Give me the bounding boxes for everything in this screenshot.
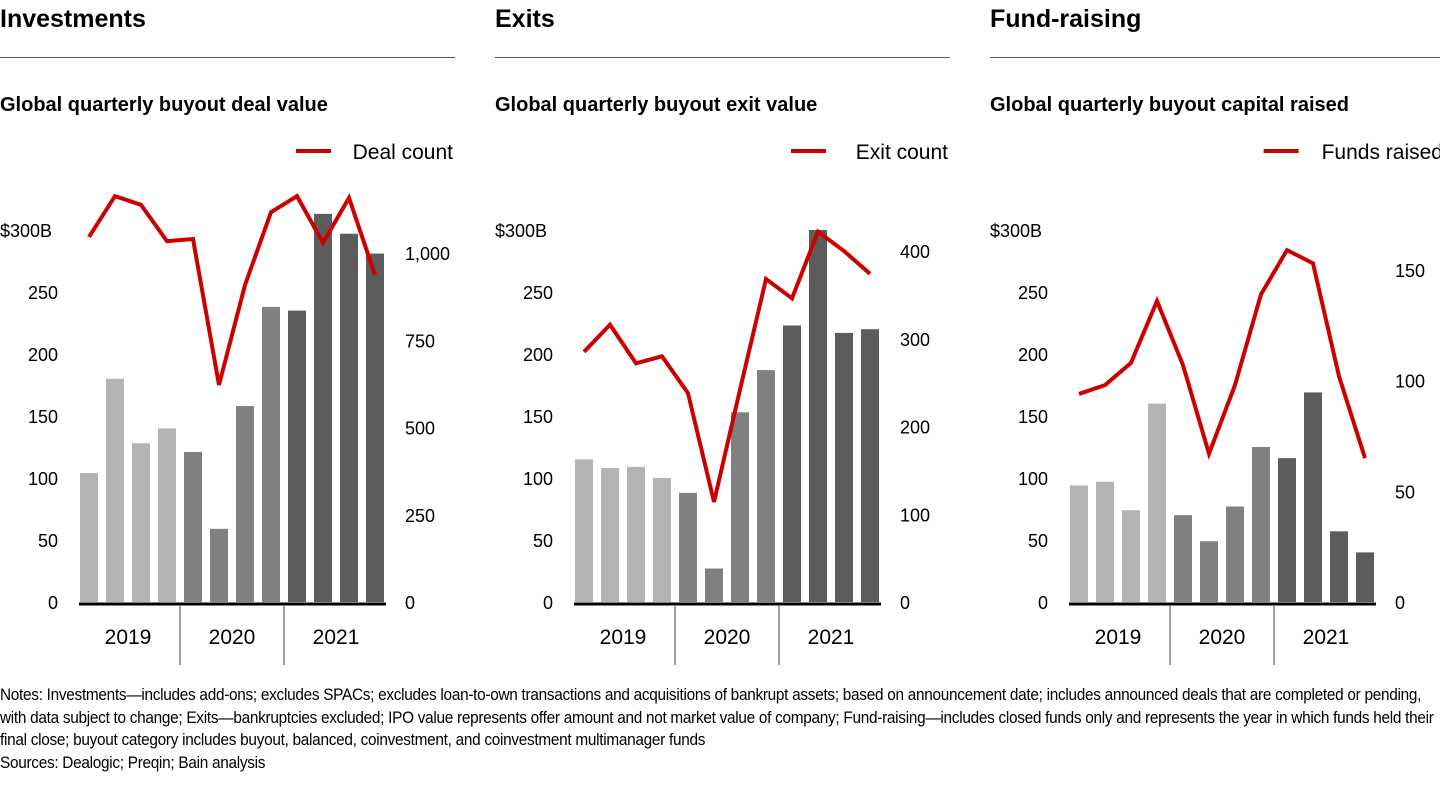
legend-label: Deal count (353, 141, 454, 164)
left-axis-tick: 250 (1018, 283, 1048, 303)
left-axis-tick: 100 (28, 469, 58, 489)
bar-2021-q4 (1356, 552, 1374, 602)
right-axis-tick: 50 (1395, 482, 1415, 502)
left-axis-tick: $300B (0, 221, 52, 241)
sources-text: Sources: Dealogic; Preqin; Bain analysis (0, 753, 266, 772)
left-axis-tick: 200 (523, 345, 553, 365)
right-axis-tick: 500 (405, 419, 435, 439)
left-axis-tick: 250 (523, 283, 553, 303)
right-axis-tick: 400 (900, 242, 930, 262)
bar-2019-q4 (1148, 403, 1166, 602)
left-axis-tick: 100 (1018, 469, 1048, 489)
bar-2021-q1 (783, 325, 801, 602)
right-axis-tick: 0 (900, 593, 910, 613)
right-axis-tick: 200 (900, 418, 930, 438)
section-title: Exits (495, 5, 555, 33)
left-axis-tick: $300B (990, 221, 1042, 241)
bar-2019-q3 (1122, 510, 1140, 602)
year-label: 2020 (1199, 626, 1246, 649)
bar-2021-q1 (1278, 458, 1296, 602)
year-label: 2019 (1095, 626, 1142, 649)
bar-2020-q3 (1226, 506, 1244, 602)
left-axis-tick: 100 (523, 469, 553, 489)
year-label: 2019 (600, 626, 647, 649)
year-label: 2021 (1303, 626, 1350, 649)
bar-2019-q2 (106, 378, 124, 602)
bar-2021-q3 (835, 332, 853, 602)
bar-2021-q2 (809, 230, 827, 602)
year-label: 2020 (704, 626, 751, 649)
right-axis-tick: 0 (1395, 593, 1405, 613)
left-axis-tick: 150 (28, 407, 58, 427)
year-label: 2021 (313, 626, 360, 649)
section-title: Investments (0, 5, 146, 33)
year-label: 2020 (209, 626, 256, 649)
bar-2020-q3 (236, 406, 254, 602)
bar-2020-q4 (262, 306, 280, 602)
bar-2021-q4 (861, 329, 879, 602)
bar-2020-q4 (1252, 447, 1270, 602)
line-series (1078, 247, 1367, 460)
left-axis-tick: 50 (38, 531, 58, 551)
footnotes: Notes: Investments—includes add-ons; exc… (0, 684, 1437, 774)
right-axis-tick: 1,000 (405, 244, 450, 264)
bar-2019-q4 (653, 478, 671, 602)
bar-2021-q1 (288, 310, 306, 602)
section-title: Fund-raising (990, 5, 1141, 33)
panel-exits: Exits Global quarterly buyout exit value E… (495, 5, 950, 665)
year-label: 2019 (105, 626, 152, 649)
bar-2020-q1 (1174, 515, 1192, 602)
bar-2021-q2 (314, 213, 332, 602)
right-axis-tick: 750 (405, 331, 435, 351)
bar-2020-q4 (757, 370, 775, 602)
bar-2019-q1 (80, 473, 98, 602)
left-axis-tick: 250 (28, 283, 58, 303)
bar-2019-q1 (1070, 485, 1088, 602)
panel-fund-raising: Fund-raising Global quarterly buyout capi… (990, 5, 1440, 665)
left-axis-tick: 200 (1018, 345, 1048, 365)
bar-2020-q3 (731, 412, 749, 602)
bar-2019-q3 (627, 466, 645, 602)
chart-title: Global quarterly buyout exit value (495, 94, 817, 116)
left-axis-tick: 0 (543, 593, 553, 613)
left-axis-tick: 50 (533, 531, 553, 551)
bar-2020-q1 (184, 451, 202, 602)
left-axis-tick: 150 (1018, 407, 1048, 427)
right-axis-tick: 100 (1395, 372, 1425, 392)
chart-title: Global quarterly buyout capital raised (990, 94, 1349, 116)
chart-title: Global quarterly buyout deal value (0, 94, 328, 116)
right-axis-tick: 300 (900, 330, 930, 350)
right-axis-tick: 100 (900, 505, 930, 525)
bar-2021-q3 (340, 233, 358, 602)
right-axis-tick: 0 (405, 593, 415, 613)
bar-2019-q1 (575, 459, 593, 602)
line-series (582, 228, 872, 503)
bar-2020-q1 (679, 492, 697, 602)
bar-2019-q2 (1096, 481, 1114, 602)
bar-2019-q3 (132, 443, 150, 602)
notes-text: Notes: Investments—includes add-ons; exc… (0, 686, 1434, 749)
line-series (87, 193, 377, 386)
bar-2021-q4 (366, 253, 384, 602)
bar-2020-q2 (210, 528, 228, 602)
bar-2021-q3 (1330, 531, 1348, 602)
left-axis-tick: 200 (28, 345, 58, 365)
bar-2020-q2 (1200, 541, 1218, 602)
right-axis-tick: 250 (405, 506, 435, 526)
year-label: 2021 (808, 626, 855, 649)
left-axis-tick: 0 (48, 593, 58, 613)
left-axis-tick: $300B (495, 221, 547, 241)
right-axis-tick: 150 (1395, 261, 1425, 281)
left-axis-tick: 0 (1038, 593, 1048, 613)
bar-2019-q2 (601, 468, 619, 602)
bar-2020-q2 (705, 568, 723, 602)
chart-figure: Investments Global quarterly buyout deal … (0, 5, 1440, 665)
left-axis-tick: 150 (523, 407, 553, 427)
panel-investments: Investments Global quarterly buyout deal … (0, 5, 455, 665)
bar-2021-q2 (1304, 392, 1322, 602)
legend-label: Funds raised (1322, 141, 1440, 164)
bar-2019-q4 (158, 428, 176, 602)
legend-label: Exit count (856, 141, 948, 164)
left-axis-tick: 50 (1028, 531, 1048, 551)
